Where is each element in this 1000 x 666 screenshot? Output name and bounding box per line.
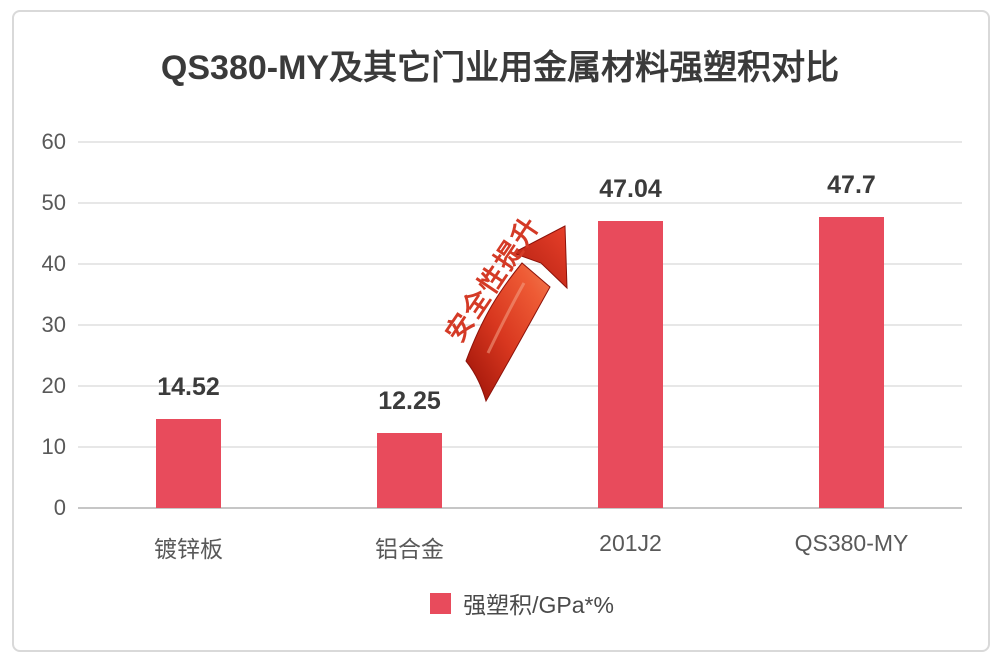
x-axis-label-201J2: 201J2 xyxy=(599,530,662,556)
growth-arrow-icon xyxy=(465,225,568,403)
gridline-40 xyxy=(78,263,962,265)
gridline-60 xyxy=(78,141,962,143)
gridline-10 xyxy=(78,446,962,448)
bar-value-label: 47.04 xyxy=(599,175,662,204)
y-axis-label-30: 30 xyxy=(41,312,66,337)
legend-label: 强塑积/GPa*% xyxy=(463,592,614,618)
y-axis-label-50: 50 xyxy=(41,190,66,215)
legend-swatch-icon xyxy=(430,592,452,614)
x-axis-label-铝合金: 铝合金 xyxy=(375,536,444,562)
gridline-50 xyxy=(78,202,962,204)
gridline-0 xyxy=(78,507,962,509)
y-axis-label-60: 60 xyxy=(41,129,66,154)
y-axis-label-10: 10 xyxy=(41,434,66,459)
bar-value-label: 12.25 xyxy=(378,387,441,416)
bar-镀锌板 xyxy=(156,419,221,508)
gridline-20 xyxy=(78,385,962,387)
y-axis-label-40: 40 xyxy=(41,251,66,276)
y-axis-label-0: 0 xyxy=(53,495,66,520)
x-axis-label-QS380-MY: QS380-MY xyxy=(794,530,909,556)
bar-QS380-MY xyxy=(819,217,884,508)
bar-value-label: 14.52 xyxy=(157,373,220,402)
y-axis-label-20: 20 xyxy=(41,373,66,398)
x-axis-label-镀锌板: 镀锌板 xyxy=(154,536,223,562)
legend: 强塑积/GPa*% xyxy=(22,586,1000,620)
bar-value-label: 47.7 xyxy=(827,171,876,200)
bar-铝合金 xyxy=(377,433,442,508)
bar-201J2 xyxy=(598,221,663,508)
chart-title: QS380-MY及其它门业用金属材料强塑积对比 xyxy=(160,49,840,87)
